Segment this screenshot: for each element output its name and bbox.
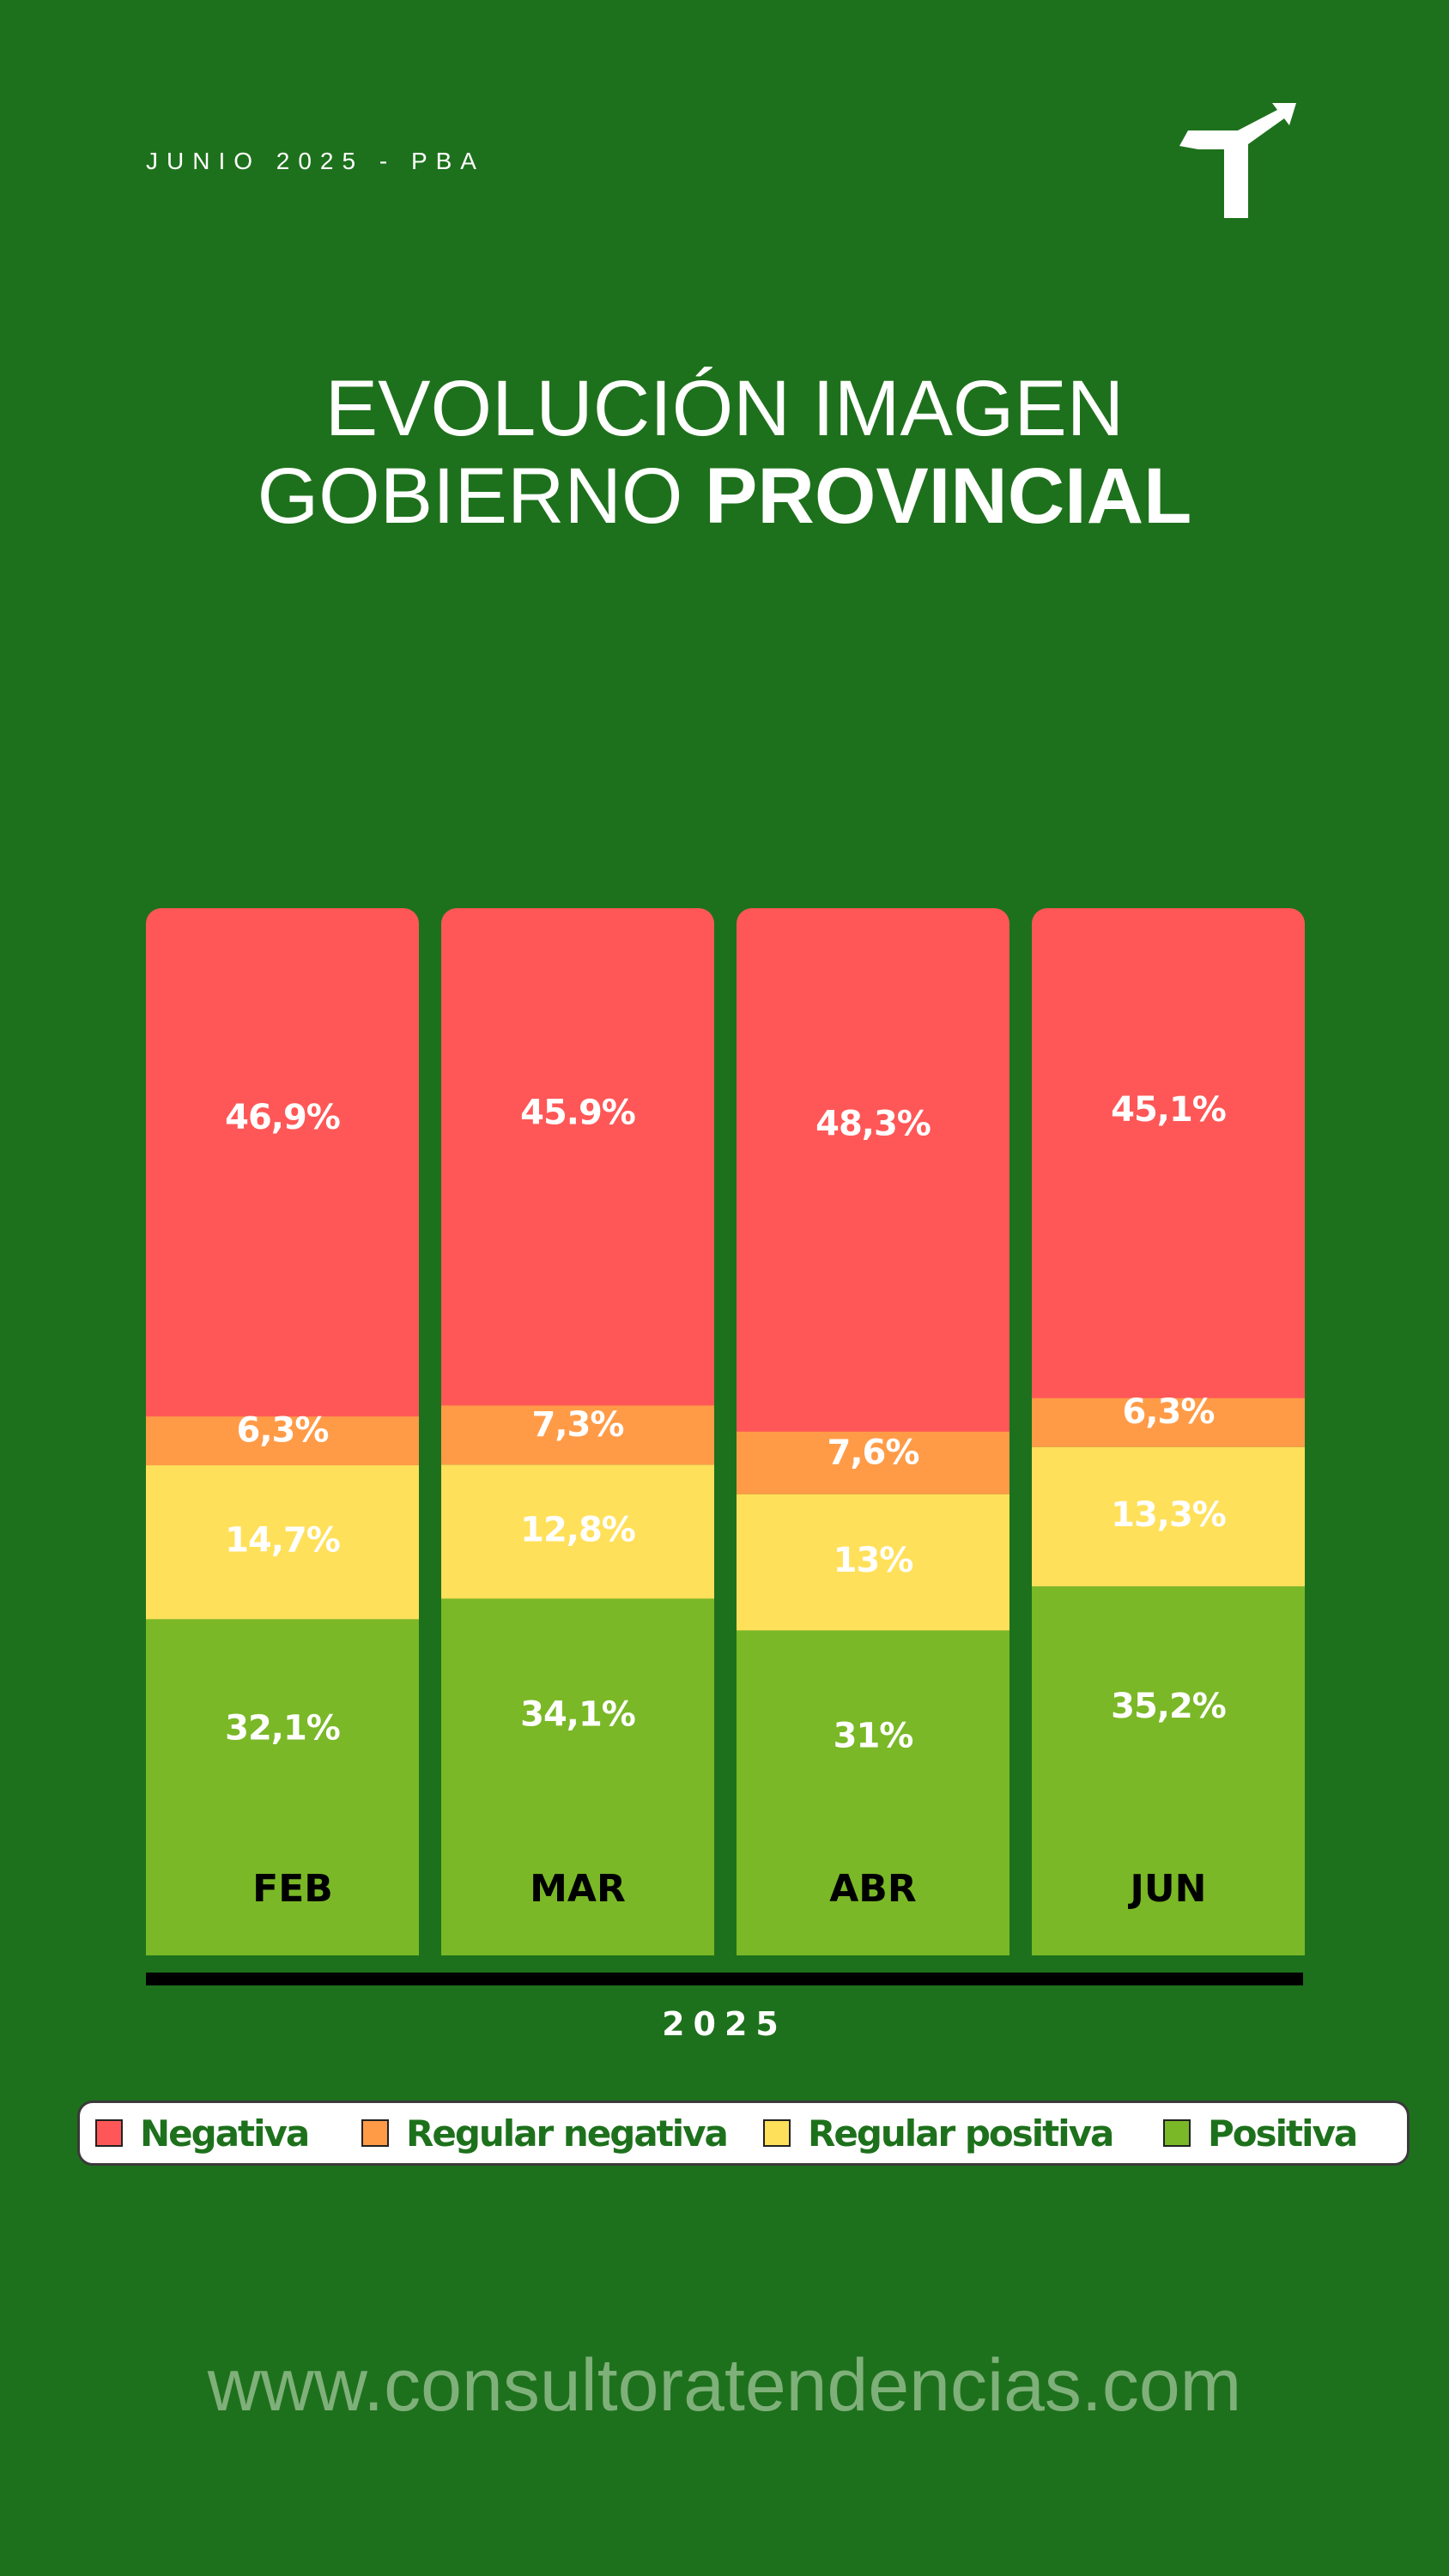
data-label-regular-positiva-jun: 13,3%	[1111, 1495, 1226, 1535]
data-label-regular-positiva-mar: 12,8%	[520, 1510, 635, 1549]
legend-item-positiva: Positiva	[1163, 2103, 1358, 2163]
bar-jun	[1032, 908, 1305, 1955]
data-label-positiva-abr: 31%	[834, 1716, 913, 1755]
title-line-2-bold: PROVINCIAL	[705, 452, 1192, 540]
bar-segment-regular-positiva-jun	[1032, 1446, 1305, 1587]
bar-segment-regular-positiva-abr	[737, 1494, 1009, 1631]
category-label-abr: ABR	[829, 1867, 916, 1911]
bar-segment-negativa-mar	[441, 908, 714, 1406]
data-label-regular-negativa-abr: 7,6%	[828, 1433, 919, 1472]
legend-swatch-regular-positiva	[763, 2119, 791, 2147]
legend-swatch-regular-negativa	[361, 2119, 389, 2147]
category-label-feb: FEB	[252, 1867, 333, 1911]
data-label-positiva-mar: 34,1%	[520, 1695, 635, 1735]
legend-label-negativa: Negativa	[140, 2112, 310, 2155]
legend-item-regular-positiva: Regular positiva	[763, 2103, 1114, 2163]
legend-label-regular-negativa: Regular negativa	[406, 2112, 729, 2155]
x-axis-line	[146, 1973, 1303, 1985]
bar-segment-positiva-jun	[1032, 1586, 1305, 1955]
legend-label-positiva: Positiva	[1208, 2112, 1358, 2155]
data-label-regular-positiva-abr: 13%	[834, 1541, 913, 1580]
page-title: EVOLUCIÓN IMAGEN GOBIERNO PROVINCIAL	[0, 365, 1449, 540]
data-label-regular-positiva-feb: 14,7%	[225, 1521, 340, 1561]
website-url: www.consultoratendencias.com	[207, 2344, 1242, 2427]
bar-abr	[737, 908, 1009, 1955]
chart-bars: 32,1% 14,7% 6,3% 46,9% FEB 34,1% 12,8% 7,3% 45.9…	[146, 908, 1305, 1955]
title-line-1: EVOLUCIÓN IMAGEN	[324, 365, 1125, 452]
bar-segment-positiva-mar	[441, 1598, 714, 1955]
bar-segment-regular-positiva-mar	[441, 1464, 714, 1599]
category-label-mar: MAR	[530, 1867, 626, 1911]
legend-swatch-positiva	[1163, 2119, 1191, 2147]
data-label-negativa-jun: 45,1%	[1111, 1090, 1226, 1130]
bar-segment-negativa-abr	[737, 908, 1009, 1432]
category-label-jun: JUN	[1128, 1867, 1207, 1911]
x-axis-label: 2025	[662, 2005, 787, 2043]
bar-segment-positiva-abr	[737, 1630, 1009, 1955]
stacked-bar-chart: 32,1% 14,7% 6,3% 46,9% FEB 34,1% 12,8% 7,3% 45.9…	[146, 908, 1305, 1985]
bar-segment-negativa-feb	[146, 908, 419, 1417]
data-label-negativa-feb: 46,9%	[225, 1098, 340, 1137]
bar-mar	[441, 908, 714, 1955]
bar-segment-negativa-jun	[1032, 908, 1305, 1398]
data-label-positiva-feb: 32,1%	[225, 1709, 340, 1749]
title-line-2: GOBIERNO PROVINCIAL	[0, 452, 1449, 540]
data-label-positiva-jun: 35,2%	[1111, 1687, 1226, 1726]
data-label-regular-negativa-jun: 6,3%	[1123, 1392, 1215, 1432]
data-label-negativa-mar: 45.9%	[520, 1094, 635, 1133]
legend-swatch-negativa	[95, 2119, 123, 2147]
legend-item-regular-negativa: Regular negativa	[361, 2103, 729, 2163]
data-label-regular-negativa-feb: 6,3%	[237, 1411, 329, 1451]
legend-item-negativa: Negativa	[95, 2103, 310, 2163]
data-label-regular-negativa-mar: 7,3%	[532, 1405, 624, 1445]
header-date: JUNIO 2025 - PBA	[146, 148, 485, 174]
tendencias-logo-icon	[1179, 103, 1296, 218]
legend-label-regular-positiva: Regular positiva	[808, 2112, 1114, 2155]
bar-feb	[146, 908, 419, 1955]
legend: Negativa Regular negativa Regular positi…	[77, 2100, 1410, 2166]
bar-segment-positiva-feb	[146, 1619, 419, 1955]
bar-segment-regular-positiva-feb	[146, 1465, 419, 1620]
data-label-negativa-abr: 48,3%	[815, 1105, 931, 1144]
title-line-2-regular: GOBIERNO	[257, 452, 706, 540]
